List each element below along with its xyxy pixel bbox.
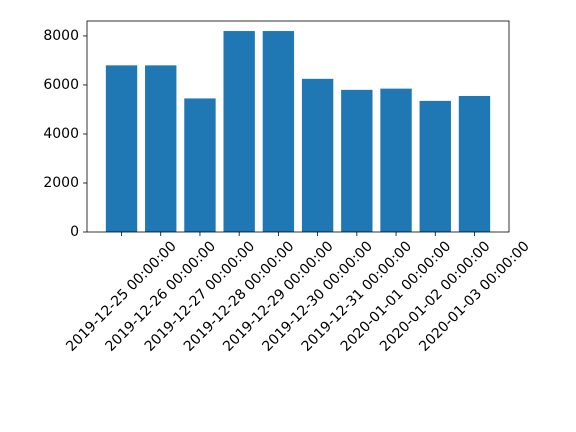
bar bbox=[458, 95, 491, 232]
y-tick-label: 2000 bbox=[43, 175, 79, 191]
bar bbox=[105, 65, 138, 232]
bar bbox=[223, 31, 255, 232]
y-tick-label: 6000 bbox=[43, 77, 79, 93]
bar bbox=[380, 88, 412, 232]
bar bbox=[145, 65, 177, 232]
y-tick-label: 4000 bbox=[43, 126, 79, 142]
bar bbox=[341, 89, 373, 233]
bar bbox=[419, 100, 451, 232]
y-tick-label: 8000 bbox=[43, 28, 79, 44]
bar bbox=[184, 98, 216, 232]
y-tick-label: 0 bbox=[70, 224, 79, 240]
axes-frame bbox=[86, 20, 510, 233]
bar bbox=[262, 31, 295, 232]
bar bbox=[301, 78, 334, 232]
